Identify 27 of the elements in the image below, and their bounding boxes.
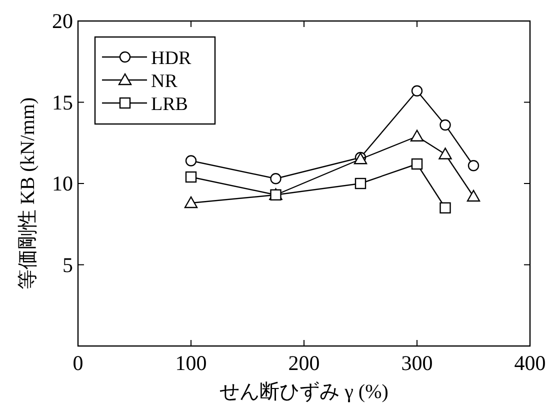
y-tick-label: 20 (52, 9, 73, 33)
point (354, 178, 366, 190)
x-tick-label: 100 (175, 351, 207, 375)
point (410, 130, 424, 142)
point (438, 148, 452, 160)
y-tick-label: 10 (52, 172, 73, 196)
x-tick-label: 200 (288, 351, 320, 375)
point (185, 155, 197, 166)
legend-label: LRB (151, 94, 188, 115)
point (440, 119, 451, 131)
x-tick-label: 0 (72, 351, 84, 375)
point (440, 202, 451, 214)
y-axis-title: 等価剛性 KB (kN/mm) (17, 97, 39, 290)
x-tick-label: 300 (401, 351, 433, 375)
point (411, 158, 423, 170)
x-axis-title: せん断ひずみ γ (%) (220, 381, 388, 403)
y-tick-label: 5 (62, 252, 73, 277)
point (270, 173, 282, 184)
legend-label: NR (151, 71, 178, 92)
point (468, 160, 480, 172)
point (466, 190, 480, 202)
point (184, 196, 198, 208)
point (411, 85, 423, 96)
y-tick-label: 15 (52, 90, 73, 114)
x-tick-label: 400 (514, 351, 546, 375)
point (185, 171, 197, 183)
legend-label: HDR (151, 48, 192, 69)
